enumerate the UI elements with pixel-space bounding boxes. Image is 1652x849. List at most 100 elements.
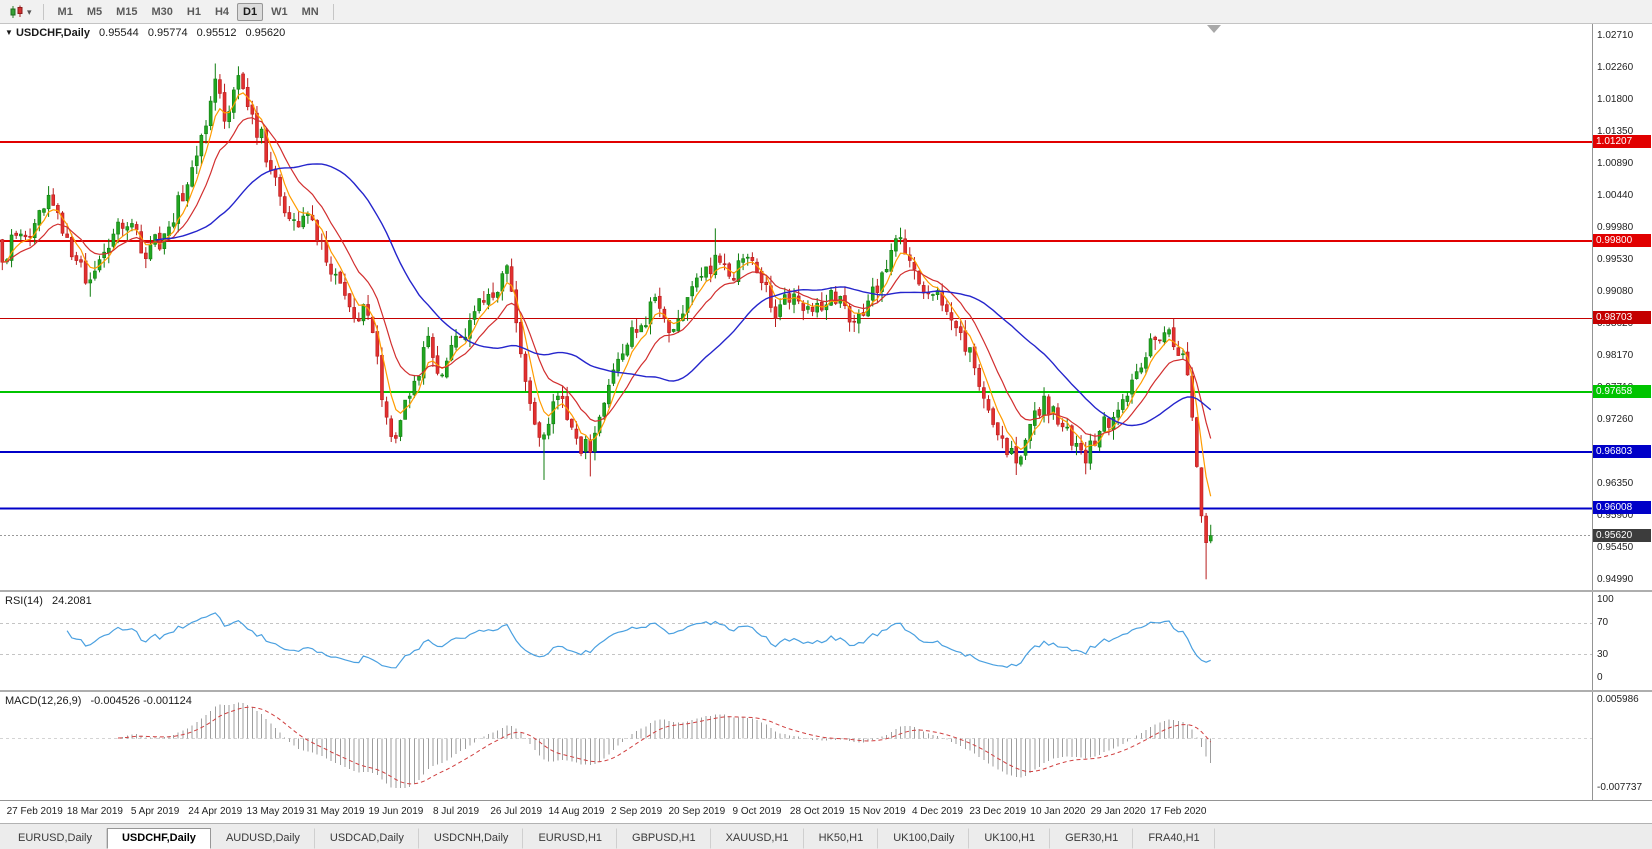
price-level-badge: 0.97658 (1593, 384, 1651, 398)
rsi-label-overlay: RSI(14) 24.2081 (5, 595, 92, 607)
price-tick: 0.99530 (1597, 254, 1634, 266)
ohlc-high: 0.95774 (147, 27, 188, 39)
rsi-tick: 70 (1597, 617, 1609, 629)
rsi-indicator-pane: RSI(14) 24.2081 100 70 30 0 (0, 592, 1652, 690)
toolbar-separator (42, 3, 44, 20)
price-tick: 0.95900 (1597, 509, 1634, 521)
timeframe-button-w1[interactable]: W1 (265, 3, 294, 21)
timeframe-button-h4[interactable]: H4 (209, 3, 235, 21)
ohlc-low: 0.95512 (196, 27, 237, 39)
toolbar-separator (332, 3, 334, 20)
pane-divider[interactable] (0, 690, 1652, 692)
date-tick: 10 Jan 2020 (1030, 806, 1086, 817)
toolbar: ▾ M1 M5 M15 M30 H1 H4 D1 W1 MN (0, 0, 1652, 24)
timeframe-button-m1[interactable]: M1 (52, 3, 79, 21)
macd-plot[interactable]: MACD(12,26,9) -0.004526 -0.001124 (0, 692, 1592, 800)
rsi-tick: 0 (1597, 672, 1603, 683)
chart-tab-gbpusd-h1[interactable]: GBPUSD,H1 (617, 828, 711, 849)
chart-type-button[interactable]: ▾ (5, 3, 36, 21)
date-tick: 26 Jul 2019 (490, 806, 543, 817)
date-tick: 14 Aug 2019 (548, 806, 605, 817)
chart-tab-audusd-daily[interactable]: AUDUSD,Daily (211, 828, 315, 849)
date-tick: 8 Jul 2019 (432, 806, 480, 817)
chart-title-overlay: ▼ USDCHF,Daily 0.95544 0.95774 0.95512 0… (5, 27, 285, 39)
price-level-badge: 0.96803 (1593, 445, 1651, 459)
date-tick: 28 Oct 2019 (789, 806, 845, 817)
chart-tab-eurusd-daily[interactable]: EURUSD,Daily (3, 828, 107, 849)
date-tick: 27 Feb 2019 (6, 806, 63, 817)
price-level-badge: 0.98703 (1593, 311, 1651, 325)
rsi-axis[interactable]: 100 70 30 0 (1592, 592, 1652, 690)
date-tick: 29 Jan 2020 (1090, 806, 1146, 817)
date-tick: 19 Jun 2019 (368, 806, 424, 817)
date-tick: 15 Nov 2019 (849, 806, 906, 817)
timeframe-button-m15[interactable]: M15 (110, 3, 143, 21)
date-tick: 13 May 2019 (246, 806, 305, 817)
date-tick: 31 May 2019 (306, 806, 365, 817)
time-axis[interactable]: 27 Feb 2019 18 Mar 2019 5 Apr 2019 24 Apr 2… (0, 800, 1652, 823)
chart-tab-usdcnh-daily[interactable]: USDCNH,Daily (419, 828, 524, 849)
chart-tab-usdchf-daily[interactable]: USDCHF,Daily (106, 828, 211, 849)
chart-tab-hk50-h1[interactable]: HK50,H1 (804, 828, 879, 849)
price-tick: 0.94990 (1597, 574, 1634, 585)
price-chart-canvas[interactable] (0, 24, 1592, 590)
date-tick: 17 Feb 2020 (1150, 806, 1207, 817)
main-price-pane: ▼ USDCHF,Daily 0.95544 0.95774 0.95512 0… (0, 24, 1652, 590)
date-tick: 9 Oct 2019 (732, 806, 782, 817)
date-tick: 23 Dec 2019 (969, 806, 1027, 817)
timeframe-button-m30[interactable]: M30 (146, 3, 179, 21)
chart-tab-uk100-daily[interactable]: UK100,Daily (878, 828, 970, 849)
chart-tab-xauusd-h1[interactable]: XAUUSD,H1 (711, 828, 804, 849)
price-tick: 1.00890 (1597, 158, 1634, 170)
chart-tab-uk100-h1[interactable]: UK100,H1 (969, 828, 1051, 849)
price-level-badge: 1.01207 (1593, 134, 1651, 148)
chart-tab-fra40-h1[interactable]: FRA40,H1 (1133, 828, 1215, 849)
chart-tab-usdcad-daily[interactable]: USDCAD,Daily (315, 828, 419, 849)
macd-axis[interactable]: 0.005986 -0.007737 (1592, 692, 1652, 800)
price-tick: 0.99080 (1597, 285, 1634, 297)
ohlc-close: 0.95620 (245, 27, 286, 39)
chart-symbol-label: USDCHF,Daily (15, 27, 90, 39)
date-tick: 5 Apr 2019 (130, 806, 180, 817)
pane-divider[interactable] (0, 590, 1652, 592)
price-tick: 0.96350 (1597, 478, 1634, 490)
price-tick: 1.01350 (1597, 125, 1634, 137)
macd-label: MACD(12,26,9) (5, 695, 82, 707)
rsi-tick: 100 (1597, 594, 1614, 605)
macd-canvas[interactable] (0, 692, 1592, 800)
macd-indicator-pane: MACD(12,26,9) -0.004526 -0.001124 0.0059… (0, 692, 1652, 800)
price-tick: 0.97260 (1597, 414, 1634, 426)
macd-values: -0.004526 -0.001124 (90, 695, 192, 707)
timeframe-button-group: M1 M5 M15 M30 H1 H4 D1 W1 MN (51, 2, 326, 21)
chart-tab-bar: EURUSD,Daily USDCHF,Daily AUDUSD,Daily USDC… (0, 823, 1652, 849)
chart-tab-ger30-h1[interactable]: GER30,H1 (1050, 828, 1134, 849)
current-price-badge: 0.95620 (1593, 528, 1651, 542)
price-tick: 1.02710 (1597, 30, 1634, 41)
rsi-label: RSI(14) (5, 595, 43, 607)
price-level-badge: 0.96008 (1593, 501, 1651, 515)
date-tick: 2 Sep 2019 (611, 806, 663, 817)
rsi-plot[interactable]: RSI(14) 24.2081 (0, 592, 1592, 690)
chart-tab-eurusd-h1[interactable]: EURUSD,H1 (523, 828, 618, 849)
timeframe-button-d1[interactable]: D1 (237, 2, 264, 21)
price-tick: 1.01800 (1597, 94, 1634, 106)
price-axis[interactable]: 1.02710 1.02260 1.01800 1.01350 1.00890 1.004… (1592, 24, 1652, 590)
ohlc-open: 0.95544 (99, 27, 139, 39)
price-tick: 0.98170 (1597, 349, 1634, 361)
price-tick: 0.95450 (1597, 541, 1634, 553)
price-tick: 1.02260 (1597, 61, 1634, 73)
date-tick: 4 Dec 2019 (911, 806, 964, 817)
price-tick: 1.00440 (1597, 189, 1634, 201)
rsi-tick: 30 (1597, 648, 1609, 660)
macd-tick: -0.007737 (1597, 782, 1643, 793)
collapse-arrow-icon: ▼ (5, 28, 13, 37)
timeframe-button-mn[interactable]: MN (296, 3, 325, 21)
timeframe-button-m5[interactable]: M5 (81, 3, 108, 21)
chevron-down-icon: ▾ (27, 6, 32, 17)
chart-window: ▼ USDCHF,Daily 0.95544 0.95774 0.95512 0… (0, 24, 1652, 823)
macd-tick: 0.005986 (1597, 694, 1639, 705)
timeframe-button-h1[interactable]: H1 (181, 3, 207, 21)
price-chart-plot[interactable]: ▼ USDCHF,Daily 0.95544 0.95774 0.95512 0… (0, 24, 1592, 590)
rsi-canvas[interactable] (0, 592, 1592, 690)
macd-label-overlay: MACD(12,26,9) -0.004526 -0.001124 (5, 695, 192, 707)
